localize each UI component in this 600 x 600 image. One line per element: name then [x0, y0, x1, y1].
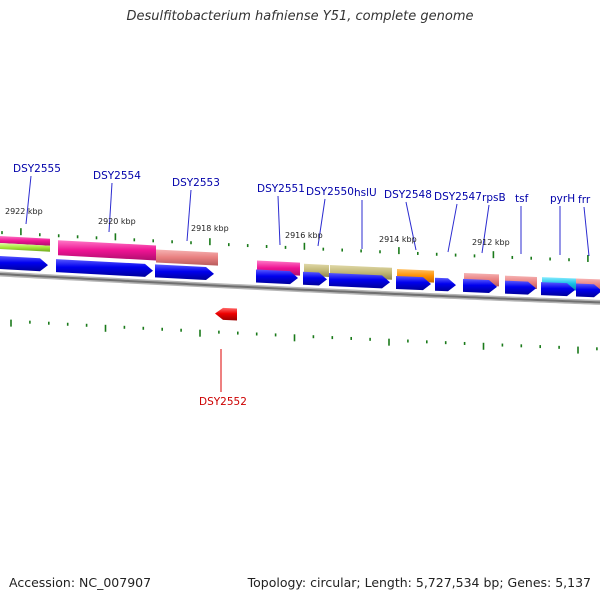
cog-bar [156, 249, 218, 266]
gene-arrow-dsy2552 [215, 307, 237, 321]
gene-arrow-tsf [505, 280, 536, 295]
leader-line [317, 198, 326, 247]
position-ticks-upper [1, 228, 589, 262]
gene-label-dsy2553[interactable]: DSY2553 [172, 177, 220, 189]
genome-title: Desulfitobacterium hafniense Y51, comple… [126, 9, 474, 24]
gene-arrow-frr [576, 283, 600, 298]
cog-bar [0, 235, 50, 246]
gene-arrow-dsy2554 [56, 259, 153, 277]
gene-label-dsy2548[interactable]: DSY2548 [384, 189, 432, 201]
cog-bar [58, 240, 156, 261]
leader-line [277, 195, 281, 246]
gene-label-rpsb[interactable]: rpsB [482, 192, 506, 204]
gene-arrow-dsy2551 [256, 269, 298, 285]
gene-arrow-dsy2547 [435, 277, 456, 292]
gene-label-pyrh[interactable]: pyrH [550, 193, 575, 205]
label-leader-lines [25, 175, 590, 392]
gene-arrow-pyrh [541, 282, 575, 297]
gene-arrow-dsy2553 [155, 264, 214, 280]
genome-backbone [0, 271, 600, 305]
position-ticks-lower [10, 319, 598, 354]
gene-label-dsy2554[interactable]: DSY2554 [93, 170, 141, 182]
gene-label-dsy2547[interactable]: DSY2547 [434, 191, 482, 203]
leader-line [108, 182, 113, 233]
gene-arrow-dsy2555 [0, 255, 48, 272]
accession-label: Accession: NC_007907 [9, 575, 152, 590]
gene-label-dsy2552[interactable]: DSY2552 [199, 396, 247, 408]
cog-bar [0, 242, 50, 252]
position-label-2922kbp: 2922 kbp [5, 207, 43, 216]
position-label-2916kbp: 2916 kbp [285, 231, 323, 240]
gene-label-dsy2551[interactable]: DSY2551 [257, 183, 305, 195]
position-label-2920kbp: 2920 kbp [98, 217, 136, 226]
gene-label-hslu[interactable]: hslU [354, 187, 377, 199]
gene-label-frr[interactable]: frr [578, 194, 591, 206]
position-label-2914kbp: 2914 kbp [379, 235, 417, 244]
gene-arrow-rpsb [463, 278, 497, 293]
leader-line [447, 203, 458, 253]
gene-arrow-hslu [329, 272, 390, 289]
gene-label-dsy2550[interactable]: DSY2550 [306, 186, 354, 198]
leader-line [583, 206, 590, 257]
gene-arrow-dsy2548 [396, 275, 431, 291]
leader-line [186, 189, 192, 242]
leader-line [25, 175, 32, 225]
gene-label-dsy2555[interactable]: DSY2555 [13, 163, 61, 175]
backbone-line [0, 272, 600, 304]
gene-label-tsf[interactable]: tsf [515, 193, 529, 205]
leader-line [405, 201, 417, 251]
position-label-2918kbp: 2918 kbp [191, 224, 229, 233]
gene-arrow-dsy2550 [303, 271, 327, 286]
gene-arrows [0, 255, 600, 321]
topology-label: Topology: circular; Length: 5,727,534 bp… [247, 575, 591, 590]
position-label-2912kbp: 2912 kbp [472, 238, 510, 247]
leader-line [481, 204, 490, 254]
